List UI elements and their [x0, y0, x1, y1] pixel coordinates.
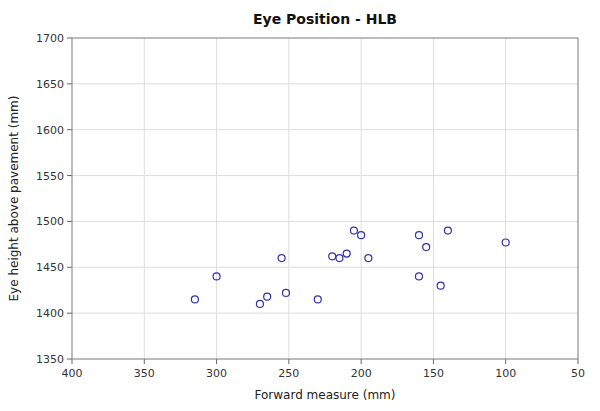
grid-line-y [72, 313, 578, 314]
tick-label-x: 200 [351, 367, 372, 380]
scatter-point [415, 232, 422, 239]
tick-x [361, 359, 362, 364]
tick-y [67, 359, 72, 360]
scatter-point [314, 296, 321, 303]
scatter-point [365, 255, 372, 262]
tick-label-y: 1350 [36, 353, 64, 366]
scatter-point [502, 239, 509, 246]
scatter-point [256, 300, 263, 307]
plot-frame [72, 38, 578, 359]
grid-line-x [505, 38, 506, 359]
grid [72, 38, 578, 359]
tick-y [67, 221, 72, 222]
tick-label-x: 150 [423, 367, 444, 380]
points [191, 227, 509, 307]
tick-y [67, 313, 72, 314]
scatter-point [329, 253, 336, 260]
scatter-point [415, 273, 422, 280]
grid-line-x [433, 38, 434, 359]
axes: 400 350 300 250 200 150 100 50 1350 1400 1450 1500 1… [36, 32, 585, 380]
tick-label-y: 1550 [36, 170, 64, 183]
chart: 400 350 300 250 200 150 100 50 1350 1400 1450 1500 1… [0, 0, 600, 411]
grid-line-y [72, 83, 578, 84]
scatter-point [191, 296, 198, 303]
scatter-point [437, 282, 444, 289]
grid-line-y [72, 175, 578, 176]
tick-y [67, 83, 72, 84]
tick-x [505, 359, 506, 364]
tick-label-y: 1450 [36, 261, 64, 274]
tick-label-y: 1650 [36, 78, 64, 91]
tick-x [578, 359, 579, 364]
tick-label-x: 350 [134, 367, 155, 380]
tick-y [67, 38, 72, 39]
tick-x [144, 359, 145, 364]
tick-label-x: 400 [62, 367, 83, 380]
tick-x [288, 359, 289, 364]
tick-label-y: 1600 [36, 124, 64, 137]
scatter-point [213, 273, 220, 280]
tick-label-x: 50 [571, 367, 585, 380]
x-axis-label: Forward measure (mm) [255, 388, 396, 402]
scatter-point [350, 227, 357, 234]
tick-label-y: 1700 [36, 32, 64, 45]
scatter-point [282, 289, 289, 296]
grid-line-x [361, 38, 362, 359]
grid-line-x [144, 38, 145, 359]
tick-label-y: 1400 [36, 307, 64, 320]
tick-x [72, 359, 73, 364]
scatter-point [444, 227, 451, 234]
tick-label-x: 100 [495, 367, 516, 380]
grid-line-x [216, 38, 217, 359]
scatter-point [358, 232, 365, 239]
tick-label-x: 250 [278, 367, 299, 380]
tick-x [433, 359, 434, 364]
tick-label-x: 300 [206, 367, 227, 380]
tick-label-y: 1500 [36, 215, 64, 228]
scatter-point [336, 255, 343, 262]
chart-container: 400 350 300 250 200 150 100 50 1350 1400 1450 1500 1… [0, 0, 600, 411]
scatter-point [343, 250, 350, 257]
grid-line-y [72, 267, 578, 268]
chart-title: Eye Position - HLB [253, 11, 397, 27]
scatter-point [264, 293, 271, 300]
grid-line-x [288, 38, 289, 359]
tick-y [67, 267, 72, 268]
y-axis-label: Eye height above pavement (mm) [7, 96, 21, 302]
tick-y [67, 129, 72, 130]
scatter-point [423, 244, 430, 251]
plot-background [72, 38, 578, 359]
tick-y [67, 175, 72, 176]
tick-x [216, 359, 217, 364]
grid-line-y [72, 129, 578, 130]
grid-line-y [72, 221, 578, 222]
scatter-point [278, 255, 285, 262]
